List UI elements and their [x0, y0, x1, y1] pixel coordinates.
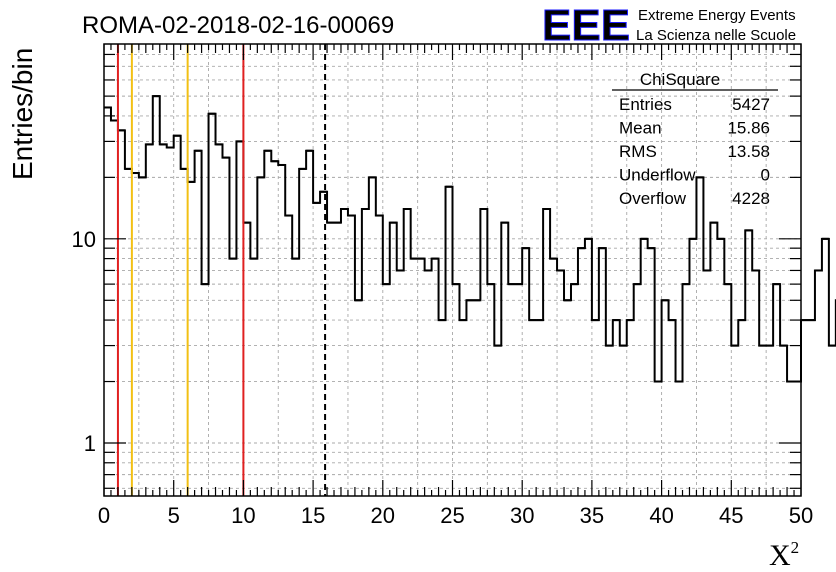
histogram-bins: [104, 95, 836, 383]
reference-lines: [116, 44, 327, 496]
tick-labels: 0 5 10 15 20 25 30 35 40 45 50 1 10: [72, 227, 814, 528]
x-tick-label: 10: [231, 503, 255, 528]
eee-logo-mark: EEE: [542, 1, 630, 50]
x-tick-label: 20: [371, 503, 395, 528]
x-tick-label: 15: [301, 503, 325, 528]
eee-logo-line2: La Scienza nelle Scuole: [636, 27, 796, 44]
y-tick-label: 10: [72, 227, 96, 252]
stats-row-label: Entries: [619, 95, 672, 114]
x-tick-label: 0: [98, 503, 110, 528]
histogram-outline: [104, 95, 836, 383]
x-tick-label: 45: [719, 503, 743, 528]
stats-row-value: 5427: [732, 95, 770, 114]
stats-row-value: 0: [761, 166, 770, 185]
stats-title: ChiSquare: [640, 70, 720, 89]
stats-row-label: RMS: [619, 142, 657, 161]
x-tick-label: 40: [649, 503, 673, 528]
chart-title: ROMA-02-2018-02-16-00069: [82, 12, 394, 39]
stats-row-label: Overflow: [619, 189, 687, 208]
x-tick-label: 35: [580, 503, 604, 528]
stats-row-label: Underflow: [619, 166, 696, 185]
stats-row-value: 13.58: [727, 142, 770, 161]
stats-row-value: 15.86: [727, 119, 770, 138]
plot-frame: [103, 43, 802, 497]
stats-box: ChiSquare Entries 5427 Mean 15.86 RMS 13.58 Un…: [612, 70, 778, 208]
x-tick-label: 50: [789, 503, 813, 528]
y-tick-label: 1: [84, 431, 96, 456]
stats-row-label: Mean: [619, 119, 662, 138]
x-tick-label: 5: [168, 503, 180, 528]
eee-logo-line1: Extreme Energy Events: [638, 7, 796, 24]
stats-row-value: 4228: [732, 189, 770, 208]
x-tick-label: 25: [440, 503, 464, 528]
y-axis-label: Entries/bin: [7, 48, 38, 180]
x-tick-label: 30: [510, 503, 534, 528]
eee-logo: EEE Extreme Energy Events La Scienza nel…: [542, 1, 797, 51]
x-axis-label: X2: [769, 538, 799, 572]
